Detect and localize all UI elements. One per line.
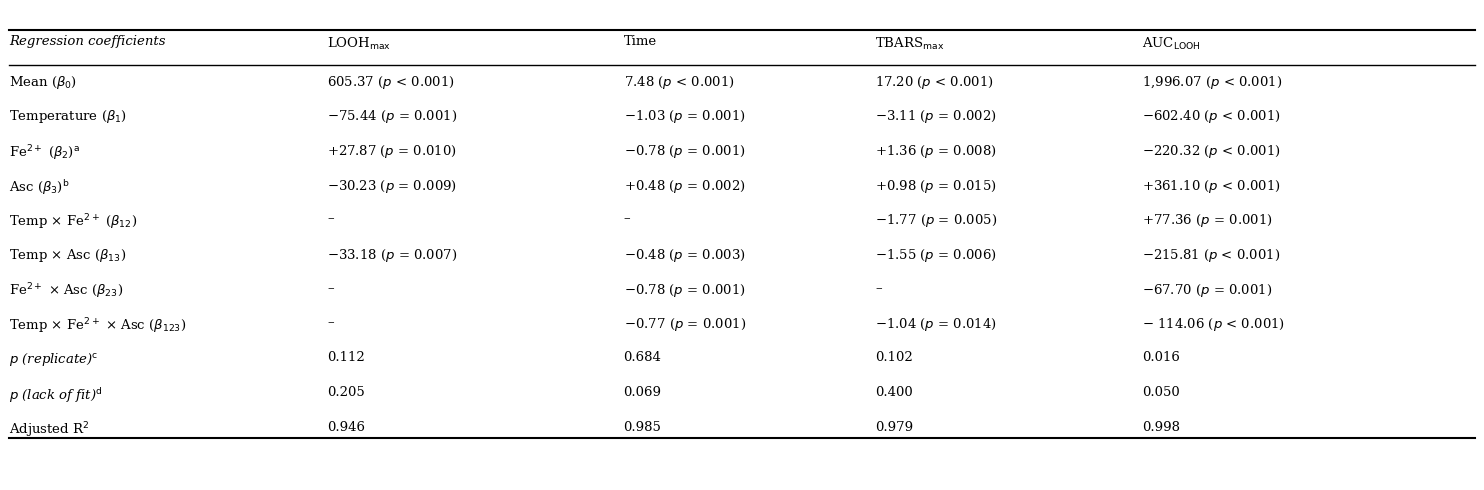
Text: − 114.06 ($p$ < 0.001): − 114.06 ($p$ < 0.001) [1141, 317, 1285, 334]
Text: 0.016: 0.016 [1141, 351, 1180, 364]
Text: –: – [876, 282, 881, 295]
Text: 0.985: 0.985 [623, 420, 662, 434]
Text: 1,996.07 ($p$ < 0.001): 1,996.07 ($p$ < 0.001) [1141, 74, 1282, 91]
Text: 605.37 ($p$ < 0.001): 605.37 ($p$ < 0.001) [328, 74, 456, 91]
Text: Mean ($\beta_0$): Mean ($\beta_0$) [9, 74, 77, 91]
Text: −602.40 ($p$ < 0.001): −602.40 ($p$ < 0.001) [1141, 108, 1281, 125]
Text: LOOH$_{\mathrm{max}}$: LOOH$_{\mathrm{max}}$ [328, 35, 392, 51]
Text: −215.81 ($p$ < 0.001): −215.81 ($p$ < 0.001) [1141, 247, 1281, 264]
Text: AUC$_{\mathrm{LOOH}}$: AUC$_{\mathrm{LOOH}}$ [1141, 35, 1201, 51]
Text: $p$ (replicate)$^{\mathrm{c}}$: $p$ (replicate)$^{\mathrm{c}}$ [9, 351, 98, 368]
Text: Temp × Fe$^{2+}$ ($\beta_{12}$): Temp × Fe$^{2+}$ ($\beta_{12}$) [9, 212, 137, 232]
Text: –: – [328, 212, 334, 225]
Text: Adjusted R$^2$: Adjusted R$^2$ [9, 420, 89, 440]
Text: −30.23 ($p$ = 0.009): −30.23 ($p$ = 0.009) [328, 178, 457, 195]
Text: −1.03 ($p$ = 0.001): −1.03 ($p$ = 0.001) [623, 108, 745, 125]
Text: −3.11 ($p$ = 0.002): −3.11 ($p$ = 0.002) [876, 108, 997, 125]
Text: Asc ($\beta_3$)$^{\mathrm{b}}$: Asc ($\beta_3$)$^{\mathrm{b}}$ [9, 178, 70, 196]
Text: −0.78 ($p$ = 0.001): −0.78 ($p$ = 0.001) [623, 282, 745, 299]
Text: Fe$^{2+}$ × Asc ($\beta_{23}$): Fe$^{2+}$ × Asc ($\beta_{23}$) [9, 282, 123, 301]
Text: −1.04 ($p$ = 0.014): −1.04 ($p$ = 0.014) [876, 317, 997, 334]
Text: +77.36 ($p$ = 0.001): +77.36 ($p$ = 0.001) [1141, 212, 1273, 229]
Text: Temperature ($\beta_1$): Temperature ($\beta_1$) [9, 108, 126, 125]
Text: +27.87 ($p$ = 0.010): +27.87 ($p$ = 0.010) [328, 143, 457, 160]
Text: Time: Time [623, 35, 656, 49]
Text: –: – [623, 212, 631, 225]
Text: –: – [328, 317, 334, 329]
Text: +1.36 ($p$ = 0.008): +1.36 ($p$ = 0.008) [876, 143, 997, 160]
Text: 0.069: 0.069 [623, 386, 662, 399]
Text: −0.78 ($p$ = 0.001): −0.78 ($p$ = 0.001) [623, 143, 745, 160]
Text: +0.98 ($p$ = 0.015): +0.98 ($p$ = 0.015) [876, 178, 997, 195]
Text: Regression coefficients: Regression coefficients [9, 35, 165, 49]
Text: 0.684: 0.684 [623, 351, 662, 364]
Text: 7.48 ($p$ < 0.001): 7.48 ($p$ < 0.001) [623, 74, 735, 91]
Text: 0.112: 0.112 [328, 351, 365, 364]
Text: 0.998: 0.998 [1141, 420, 1180, 434]
Text: 0.050: 0.050 [1141, 386, 1180, 399]
Text: −33.18 ($p$ = 0.007): −33.18 ($p$ = 0.007) [328, 247, 457, 264]
Text: 0.946: 0.946 [328, 420, 365, 434]
Text: Temp × Asc ($\beta_{13}$): Temp × Asc ($\beta_{13}$) [9, 247, 126, 264]
Text: 0.102: 0.102 [876, 351, 913, 364]
Text: −0.77 ($p$ = 0.001): −0.77 ($p$ = 0.001) [623, 317, 746, 334]
Text: −220.32 ($p$ < 0.001): −220.32 ($p$ < 0.001) [1141, 143, 1281, 160]
Text: −1.55 ($p$ = 0.006): −1.55 ($p$ = 0.006) [876, 247, 997, 264]
Text: TBARS$_{\mathrm{max}}$: TBARS$_{\mathrm{max}}$ [876, 35, 944, 51]
Text: −75.44 ($p$ = 0.001): −75.44 ($p$ = 0.001) [328, 108, 457, 125]
Text: −67.70 ($p$ = 0.001): −67.70 ($p$ = 0.001) [1141, 282, 1272, 299]
Text: 17.20 ($p$ < 0.001): 17.20 ($p$ < 0.001) [876, 74, 994, 91]
Text: Fe$^{2+}$ ($\beta_2$)$^{\mathrm{a}}$: Fe$^{2+}$ ($\beta_2$)$^{\mathrm{a}}$ [9, 143, 80, 163]
Text: +0.48 ($p$ = 0.002): +0.48 ($p$ = 0.002) [623, 178, 745, 195]
Text: −0.48 ($p$ = 0.003): −0.48 ($p$ = 0.003) [623, 247, 745, 264]
Text: −1.77 ($p$ = 0.005): −1.77 ($p$ = 0.005) [876, 212, 997, 229]
Text: –: – [328, 282, 334, 295]
Text: 0.979: 0.979 [876, 420, 914, 434]
Text: $p$ (lack of fit)$^{\mathrm{d}}$: $p$ (lack of fit)$^{\mathrm{d}}$ [9, 386, 102, 405]
Text: 0.400: 0.400 [876, 386, 913, 399]
Text: Temp × Fe$^{2+}$ × Asc ($\beta_{123}$): Temp × Fe$^{2+}$ × Asc ($\beta_{123}$) [9, 317, 186, 336]
Text: 0.205: 0.205 [328, 386, 365, 399]
Text: +361.10 ($p$ < 0.001): +361.10 ($p$ < 0.001) [1141, 178, 1281, 195]
